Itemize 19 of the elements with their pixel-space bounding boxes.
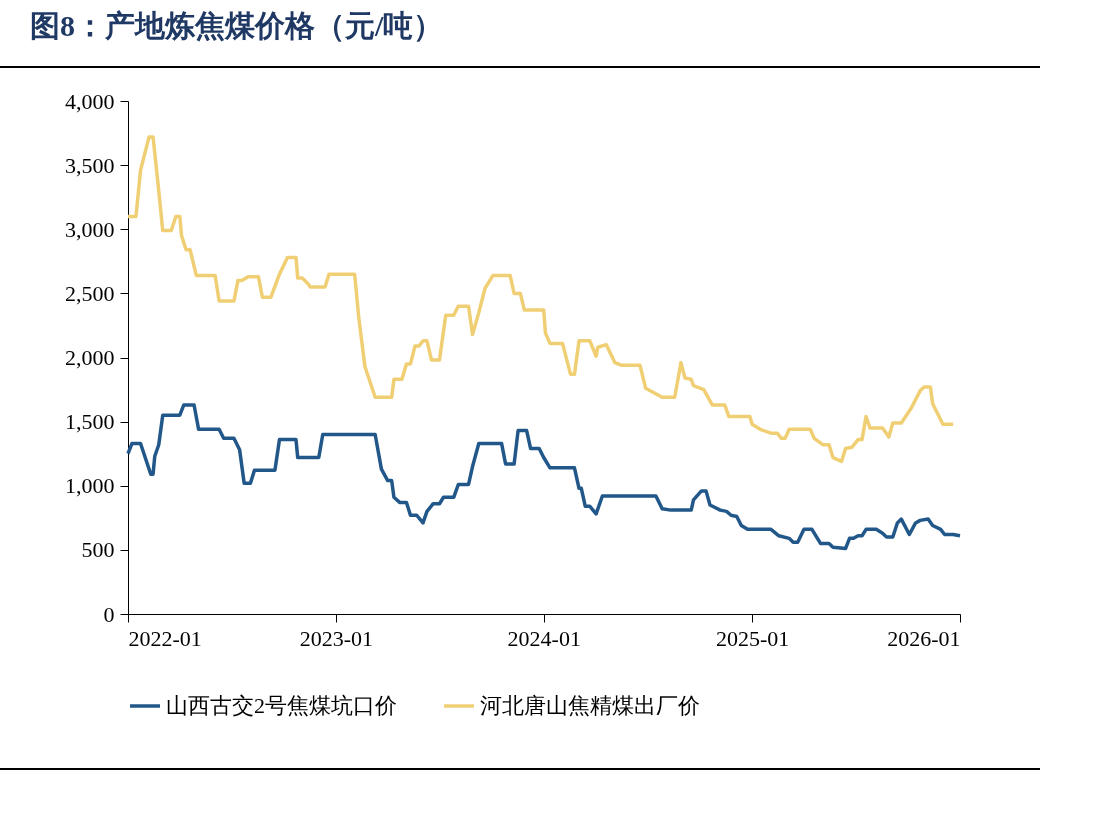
x-tick-label: 2024-01 bbox=[507, 625, 581, 651]
x-tick-label: 2023-01 bbox=[299, 625, 374, 651]
x-tick-label: 2022-01 bbox=[128, 625, 202, 651]
y-tick-label: 1,500 bbox=[65, 409, 115, 435]
y-tick-label: 500 bbox=[81, 537, 115, 563]
y-tick-label: 4,000 bbox=[65, 88, 115, 114]
y-tick-label: 1,000 bbox=[65, 473, 115, 499]
legend-label: 山西古交2号焦煤坑口价 bbox=[166, 693, 397, 718]
x-tick-label: 2026-01 bbox=[887, 625, 961, 651]
y-tick-label: 2,000 bbox=[65, 345, 115, 370]
y-tick-label: 0 bbox=[103, 601, 115, 627]
y-tick-label: 3,000 bbox=[65, 216, 115, 242]
y-tick-label: 2,500 bbox=[65, 280, 115, 306]
chart-title: 图8：产地炼焦煤价格（元/吨） bbox=[30, 9, 444, 42]
line-series bbox=[126, 135, 955, 464]
legend-label: 河北唐山焦精煤出厂价 bbox=[480, 693, 700, 718]
x-tick-label: 2025-01 bbox=[715, 625, 790, 651]
y-tick-label: 3,500 bbox=[65, 152, 115, 178]
line-series bbox=[126, 403, 962, 551]
